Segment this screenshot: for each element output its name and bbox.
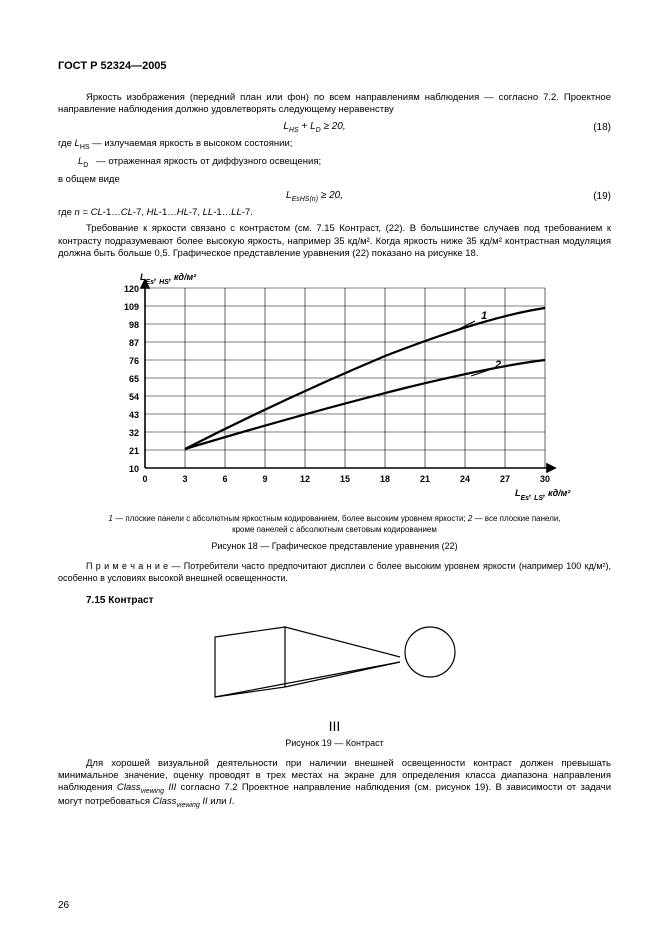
svg-text:12: 12 <box>299 474 309 484</box>
document-id: ГОСТ Р 52324—2005 <box>58 60 611 72</box>
eq19-number: (19) <box>571 191 611 202</box>
equation-18: LHS + LD ≥ 20, (18) <box>58 121 611 134</box>
svg-text:1: 1 <box>481 310 487 322</box>
svg-text:21: 21 <box>419 474 429 484</box>
where-line-1: где LHS — излучаемая яркость в высоком с… <box>58 138 611 152</box>
eq18-number: (18) <box>571 122 611 133</box>
figure-18-legend: 1 — плоские панели с абсолютным яркостны… <box>98 514 571 535</box>
figure-19-caption: Рисунок 19 — Контраст <box>58 738 611 748</box>
svg-text:LEs, HS, кд/м²: LEs, HS, кд/м² <box>140 272 197 286</box>
figure-18-caption: Рисунок 18 — Графическое представление у… <box>58 541 611 551</box>
svg-text:24: 24 <box>459 474 469 484</box>
note: П р и м е ч а н и е — Потребители часто … <box>58 561 611 584</box>
svg-text:54: 54 <box>128 392 138 402</box>
page-number: 26 <box>58 900 69 911</box>
where-line-2: LD — отраженная яркость от диффузного ос… <box>58 156 611 170</box>
paragraph-1: Яркость изображения (передний план или ф… <box>58 92 611 117</box>
svg-text:6: 6 <box>222 474 227 484</box>
svg-text:9: 9 <box>262 474 267 484</box>
svg-text:76: 76 <box>128 356 138 366</box>
roman-three: III <box>58 718 611 734</box>
figure-19-diagram <box>185 612 485 712</box>
svg-text:15: 15 <box>339 474 349 484</box>
svg-text:65: 65 <box>128 374 138 384</box>
svg-text:109: 109 <box>123 302 138 312</box>
svg-text:27: 27 <box>499 474 509 484</box>
svg-text:18: 18 <box>379 474 389 484</box>
svg-text:98: 98 <box>128 320 138 330</box>
paragraph-4: Требование к яркости связано с контрасто… <box>58 223 611 260</box>
svg-text:3: 3 <box>182 474 187 484</box>
svg-text:0: 0 <box>142 474 147 484</box>
svg-text:32: 32 <box>128 428 138 438</box>
eq18-body: LHS + LD ≥ 20, <box>58 121 571 134</box>
svg-text:2: 2 <box>494 359 501 371</box>
svg-text:120: 120 <box>123 284 138 294</box>
svg-text:30: 30 <box>539 474 549 484</box>
section-7-15: 7.15 Контраст <box>86 595 611 606</box>
svg-text:LEs, LS, кд/м²: LEs, LS, кд/м² <box>515 488 571 502</box>
equation-19: LEsHS(n) ≥ 20, (19) <box>58 190 611 203</box>
svg-text:87: 87 <box>128 338 138 348</box>
svg-text:43: 43 <box>128 410 138 420</box>
eq19-body: LEsHS(n) ≥ 20, <box>58 190 571 203</box>
paragraph-5: Для хорошей визуальной деятельности при … <box>58 758 611 811</box>
where-n: где n = CL-1…CL-7, HL-1…HL-7, LL-1…LL-7. <box>58 207 611 219</box>
svg-text:21: 21 <box>128 446 138 456</box>
svg-text:10: 10 <box>128 464 138 474</box>
where-line-3: в общем виде <box>58 174 611 186</box>
figure-18-chart: LEs, HS, кд/м² <box>85 268 585 508</box>
